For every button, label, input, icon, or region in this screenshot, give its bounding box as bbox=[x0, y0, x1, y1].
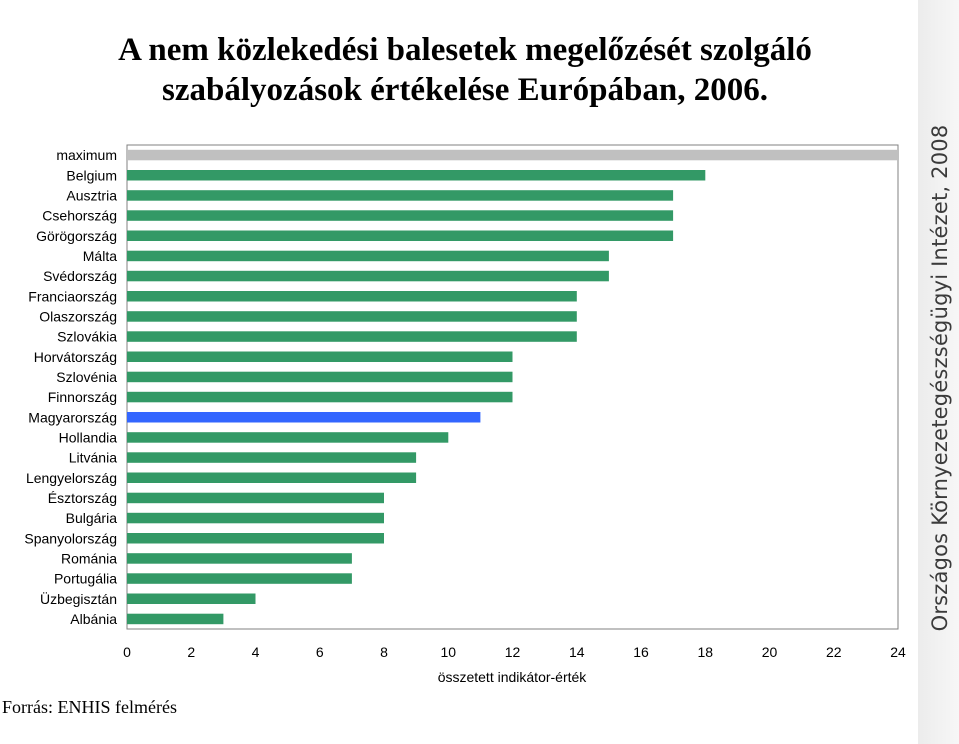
bar-16 bbox=[127, 452, 417, 463]
category-label-10: Szlovákia bbox=[57, 329, 117, 345]
x-tick-labels: 0 2 4 6 8 10 12 14 16 18 20 22 24 bbox=[123, 644, 906, 660]
x-tick-10: 10 bbox=[441, 644, 457, 660]
x-axis-label: összetett indikátor-érték bbox=[438, 669, 588, 685]
bar-13 bbox=[127, 391, 513, 403]
category-label-16: Litvánia bbox=[69, 450, 117, 466]
bar-17 bbox=[127, 472, 417, 483]
category-label-12: Szlovénia bbox=[56, 369, 117, 385]
bar-4 bbox=[127, 210, 674, 221]
category-label-24: Albánia bbox=[70, 611, 117, 627]
category-label-18: Észtország bbox=[48, 490, 117, 506]
bar-19 bbox=[127, 512, 384, 524]
bar-2 bbox=[127, 170, 706, 181]
category-label-15: Hollandia bbox=[59, 429, 118, 445]
category-label-23: Üzbegisztán bbox=[40, 590, 117, 607]
category-label-19: Bulgária bbox=[66, 510, 118, 526]
category-label-13: Finnország bbox=[48, 389, 117, 405]
bar-5 bbox=[127, 230, 674, 241]
x-tick-4: 4 bbox=[252, 644, 260, 660]
bar-20 bbox=[127, 533, 384, 544]
x-tick-6: 6 bbox=[316, 644, 324, 660]
x-tick-2: 2 bbox=[187, 644, 195, 660]
title-line-2: szabályozások értékelése Európában, 2006… bbox=[162, 72, 768, 108]
bar-10 bbox=[127, 331, 577, 342]
category-label-3: Ausztria bbox=[66, 187, 117, 203]
x-tick-24: 24 bbox=[890, 644, 906, 660]
category-label-2: Belgium bbox=[66, 167, 117, 183]
watermark-text: Országos Környezetegészségügyi Intézet, … bbox=[928, 124, 952, 632]
bar-18 bbox=[127, 492, 384, 504]
bar-15 bbox=[127, 432, 449, 443]
bar-7 bbox=[127, 270, 609, 282]
category-label-8: Franciaország bbox=[28, 288, 117, 304]
category-label-22: Portugália bbox=[54, 571, 117, 587]
x-tick-16: 16 bbox=[633, 644, 649, 660]
category-label-17: Lengyelország bbox=[26, 470, 117, 486]
bar-8 bbox=[127, 291, 577, 302]
category-label-14: Magyarország bbox=[28, 409, 117, 425]
x-tick-20: 20 bbox=[762, 644, 778, 660]
x-tick-18: 18 bbox=[698, 644, 714, 660]
x-tick-8: 8 bbox=[380, 644, 388, 660]
category-label-20: Spanyolország bbox=[24, 530, 117, 546]
category-label-11: Horvátország bbox=[34, 349, 117, 365]
category-label-1: maximum bbox=[56, 147, 117, 163]
bars-group bbox=[127, 149, 898, 625]
bar-11 bbox=[127, 351, 513, 362]
bar-23 bbox=[127, 593, 256, 604]
title-line-1: A nem közlekedési balesetek megelőzését … bbox=[118, 32, 812, 68]
side-band bbox=[918, 0, 959, 744]
source-note: Forrás: ENHIS felmérés bbox=[2, 697, 177, 717]
category-label-5: Görögország bbox=[36, 228, 117, 244]
x-tick-0: 0 bbox=[123, 644, 131, 660]
bar-9 bbox=[127, 311, 577, 322]
category-label-4: Csehország bbox=[42, 208, 117, 224]
category-label-9: Olaszország bbox=[39, 308, 117, 324]
bar-12 bbox=[127, 371, 513, 383]
category-label-6: Málta bbox=[83, 248, 117, 264]
bar-22 bbox=[127, 573, 352, 584]
bar-14 bbox=[127, 412, 481, 423]
x-tick-14: 14 bbox=[569, 644, 585, 660]
bar-21 bbox=[127, 553, 352, 564]
plot-area bbox=[126, 144, 899, 630]
chart-title: A nem közlekedési balesetek megelőzését … bbox=[40, 30, 890, 110]
bar-24 bbox=[127, 613, 224, 625]
bar-6 bbox=[127, 250, 609, 262]
x-tick-22: 22 bbox=[826, 644, 842, 660]
category-labels: maximum Belgium Ausztria Csehország Görögors… bbox=[24, 147, 117, 627]
bar-1 bbox=[127, 149, 898, 161]
category-label-7: Svédország bbox=[43, 268, 117, 284]
category-label-21: Románia bbox=[61, 550, 117, 566]
bar-3 bbox=[127, 190, 674, 201]
x-tick-12: 12 bbox=[505, 644, 521, 660]
